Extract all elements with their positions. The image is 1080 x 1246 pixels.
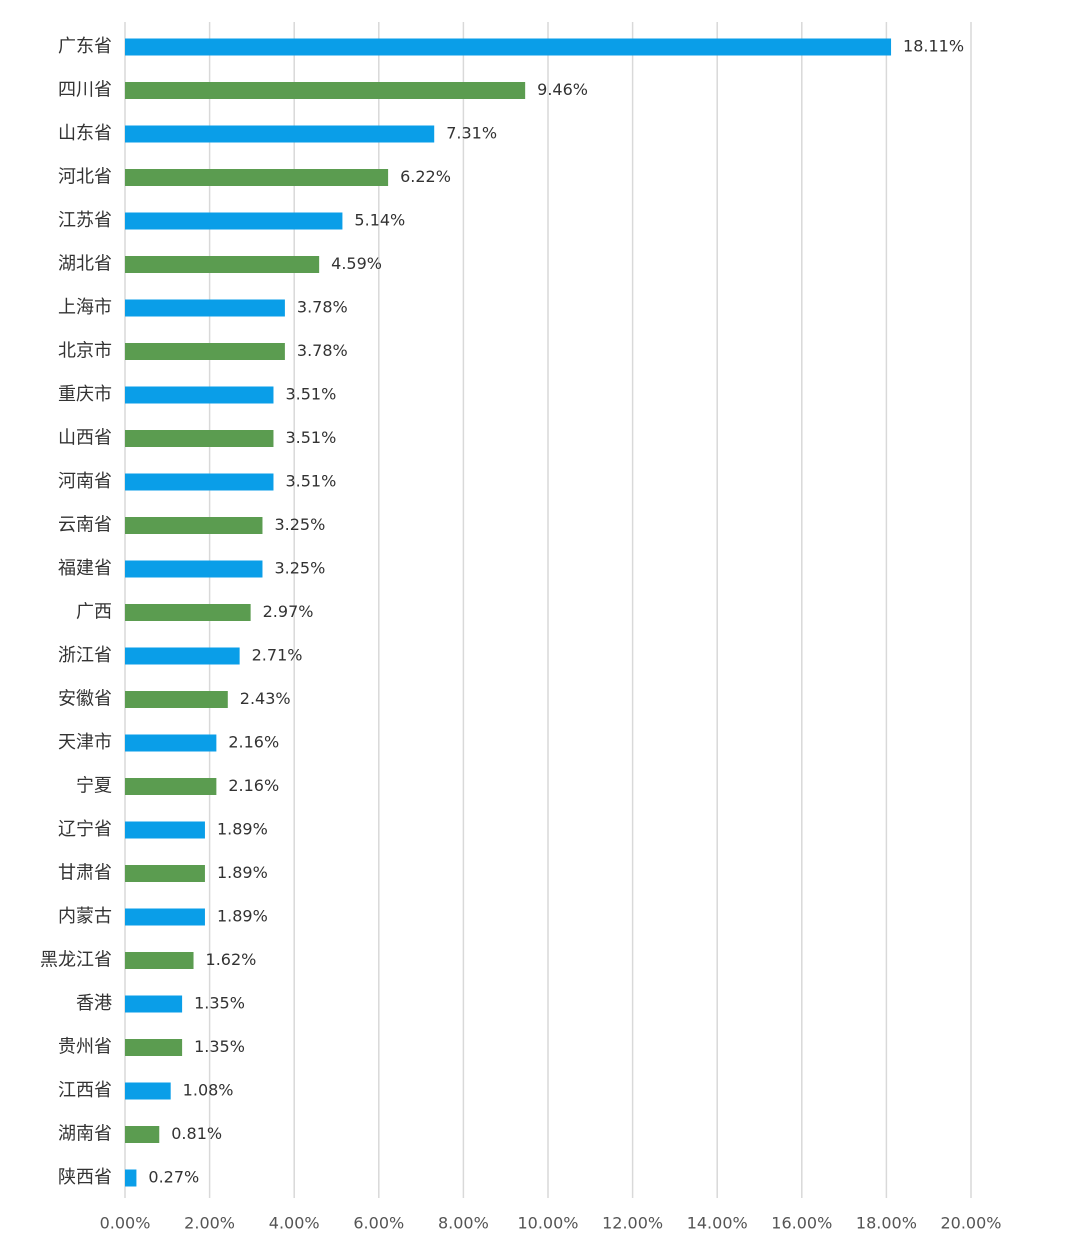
category-label: 广东省 [58,36,112,57]
category-label: 安徽省 [58,689,112,710]
category-label: 山东省 [58,123,112,144]
bar [125,169,389,186]
data-label: 5.14% [354,211,405,230]
x-tick-label: 20.00% [940,1214,1001,1233]
data-label: 2.16% [228,776,279,795]
category-label: 北京市 [58,341,112,362]
bar [125,1169,137,1187]
data-label: 9.46% [537,80,588,99]
data-label: 3.25% [274,515,325,534]
category-labels: 广东省四川省山东省河北省江苏省湖北省上海市北京市重庆市山西省河南省云南省福建省广… [40,36,112,1188]
bar [125,473,274,491]
category-label: 贵州省 [58,1037,112,1058]
bar [125,952,194,969]
category-label: 浙江省 [58,645,112,666]
data-label: 4.59% [331,254,382,273]
bar [125,647,240,665]
category-label: 江苏省 [58,210,112,231]
category-label: 陕西省 [58,1167,112,1188]
category-label: 江西省 [58,1080,112,1101]
bar [125,38,892,56]
bars [125,38,892,1187]
data-label: 1.08% [183,1081,234,1100]
category-label: 四川省 [58,80,112,101]
category-label: 内蒙古 [58,906,112,927]
data-label: 1.35% [194,994,245,1013]
bar [125,299,285,317]
x-tick-label: 10.00% [517,1214,578,1233]
category-label: 宁夏 [76,776,112,797]
bar [125,604,251,621]
bar [125,865,205,882]
bar [125,734,217,752]
data-label: 6.22% [400,167,451,186]
bar [125,256,320,273]
bar [125,995,183,1013]
category-label: 福建省 [58,558,112,579]
data-label: 3.51% [285,385,336,404]
bar [125,778,217,795]
bar [125,1039,183,1056]
data-label: 0.27% [148,1168,199,1187]
category-label: 上海市 [58,297,112,318]
x-tick-label: 14.00% [687,1214,748,1233]
category-label: 河北省 [58,167,112,188]
category-label: 山西省 [58,428,112,449]
x-tick-label: 12.00% [602,1214,663,1233]
x-tick-label: 0.00% [100,1214,151,1233]
category-label: 重庆市 [58,384,112,405]
data-label: 18.11% [903,37,964,56]
bar [125,560,263,578]
category-label: 黑龙江省 [40,950,112,971]
data-label: 2.43% [240,689,291,708]
category-label: 香港 [76,993,112,1014]
x-tick-label: 6.00% [353,1214,404,1233]
bar [125,82,526,99]
bar [125,386,274,404]
bar [125,691,228,708]
data-label: 2.71% [252,646,303,665]
category-label: 河南省 [58,471,112,492]
data-label: 3.78% [297,298,348,317]
category-label: 湖北省 [58,254,112,275]
x-tick-label: 16.00% [771,1214,832,1233]
data-label: 1.89% [217,863,268,882]
bar [125,343,285,360]
data-label: 1.35% [194,1037,245,1056]
bar [125,821,205,839]
data-label: 1.62% [206,950,257,969]
data-label: 3.51% [285,428,336,447]
x-tick-label: 8.00% [438,1214,489,1233]
bar [125,1082,171,1100]
bar [125,212,343,230]
data-label: 3.51% [285,472,336,491]
bar [125,1126,160,1143]
category-label: 湖南省 [58,1124,112,1145]
data-label: 2.97% [263,602,314,621]
category-label: 天津市 [58,732,112,753]
value-labels: 18.11% 9.46% 7.31% 6.22% 5.14% 4.59% 3.78% 3.78… [148,37,964,1187]
bar [125,430,274,447]
category-label: 辽宁省 [58,819,112,840]
x-axis-tick-labels: 0.00% 2.00% 4.00% 6.00% 8.00% 10.00% 12.00% 14.… [100,1214,1002,1233]
category-label: 广西 [76,602,112,623]
category-label: 云南省 [58,515,112,536]
data-label: 1.89% [217,907,268,926]
data-label: 7.31% [446,124,497,143]
x-tick-label: 2.00% [184,1214,235,1233]
bar [125,517,263,534]
data-label: 1.89% [217,820,268,839]
bar [125,125,435,143]
bar [125,908,205,926]
grid-lines [124,22,972,1198]
data-label: 3.25% [274,559,325,578]
x-tick-label: 4.00% [269,1214,320,1233]
data-label: 2.16% [228,733,279,752]
x-tick-label: 18.00% [856,1214,917,1233]
data-label: 3.78% [297,341,348,360]
category-label: 甘肃省 [58,863,112,884]
data-label: 0.81% [171,1124,222,1143]
